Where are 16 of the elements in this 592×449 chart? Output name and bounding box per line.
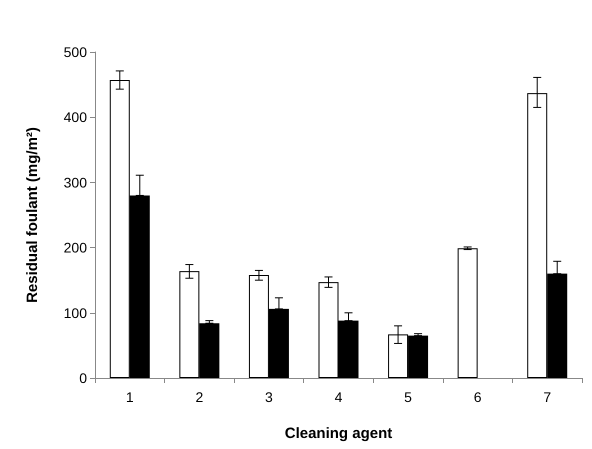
y-tick-label: 200 xyxy=(64,240,88,256)
x-tick-label: 7 xyxy=(543,389,552,405)
y-tick-label: 300 xyxy=(64,174,88,190)
x-axis-title: Cleaning agent xyxy=(284,425,392,442)
x-tick-label: 2 xyxy=(195,389,204,405)
y-axis-title: Residual foulant (mg/m²) xyxy=(24,127,41,303)
x-tick-label: 3 xyxy=(265,389,274,405)
x-tick-label: 5 xyxy=(404,389,412,405)
x-tick-label: 6 xyxy=(474,389,482,405)
y-tick-label: 500 xyxy=(64,44,88,60)
x-tick-label: 1 xyxy=(126,389,134,405)
x-tick-label: 4 xyxy=(334,389,343,405)
y-tick-label: 0 xyxy=(79,370,88,386)
y-tick-label: 100 xyxy=(64,304,88,321)
y-tick-label: 400 xyxy=(64,109,88,126)
bar xyxy=(458,248,478,378)
